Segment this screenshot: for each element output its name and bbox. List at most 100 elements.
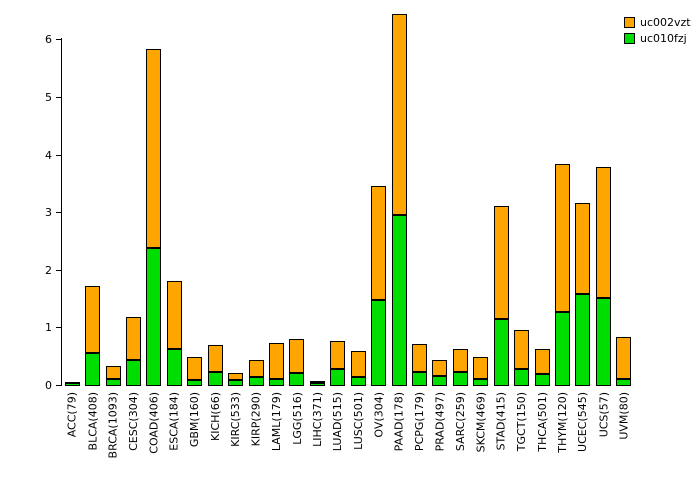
bar-segment-uc002vzt	[473, 357, 489, 380]
y-axis-tick	[56, 154, 61, 156]
bar-segment-uc010fzj	[555, 312, 570, 386]
x-axis-label: COAD(406)	[147, 392, 161, 454]
x-axis-label: UCS(57)	[596, 392, 610, 438]
x-axis-label: LAML(179)	[270, 392, 283, 452]
y-tick-label: 0	[45, 379, 52, 392]
y-axis-tick	[56, 212, 61, 214]
bar-segment-uc002vzt	[207, 344, 223, 372]
y-tick-label: 6	[45, 33, 52, 47]
bar-segment-uc010fzj	[412, 371, 427, 386]
legend-swatch-uc002vzt	[624, 17, 635, 28]
bar-segment-uc010fzj	[534, 374, 550, 386]
legend-swatch-uc010fzj	[624, 33, 635, 44]
bar-segment-uc010fzj	[228, 380, 244, 386]
x-axis-label: SARC(259)	[453, 392, 467, 452]
x-axis-label: CESC(304)	[127, 392, 140, 451]
bar-segment-uc002vzt	[555, 164, 570, 313]
y-axis	[61, 38, 62, 386]
x-axis-label: LGG(516)	[290, 392, 304, 445]
x-axis-label: ACC(79)	[65, 392, 79, 438]
x-axis-label: KIRP(290)	[249, 392, 263, 447]
bar-segment-uc010fzj	[166, 348, 182, 386]
x-axis-label: ESCA(184)	[167, 392, 181, 451]
bar-segment-uc002vzt	[514, 329, 530, 369]
bar-segment-uc002vzt	[146, 49, 162, 248]
y-tick-label: 3	[45, 206, 52, 220]
bar-segment-uc002vzt	[534, 348, 550, 375]
bar-segment-uc002vzt	[616, 337, 632, 380]
x-axis-label: UCEC(545)	[576, 392, 590, 452]
bar-segment-uc002vzt	[126, 316, 141, 361]
x-axis-label: BRCA(1093)	[106, 392, 120, 459]
bar-segment-uc010fzj	[269, 379, 284, 386]
x-axis-label: OV(304)	[372, 392, 386, 438]
x-axis-label: LUSC(501)	[351, 392, 365, 450]
x-axis-label: SKCM(469)	[474, 392, 488, 453]
legend: uc002vzt uc010fzj	[624, 16, 691, 48]
x-axis-label: LUAD(515)	[331, 392, 345, 452]
bar-segment-uc002vzt	[493, 206, 509, 319]
bar-segment-uc010fzj	[473, 379, 489, 386]
bar-segment-uc002vzt	[269, 342, 284, 380]
x-axis-label: UVM(80)	[617, 392, 631, 440]
x-axis-label: PCPG(179)	[413, 392, 426, 452]
bar-segment-uc010fzj	[187, 380, 203, 386]
bar-segment-uc002vzt	[248, 360, 264, 378]
bar-segment-uc010fzj	[248, 377, 264, 386]
legend-item: uc002vzt	[624, 16, 691, 29]
y-tick-label: 5	[45, 91, 52, 104]
bar-segment-uc010fzj	[309, 383, 325, 386]
x-axis-label: LIHC(371)	[310, 392, 324, 447]
bar-segment-uc010fzj	[105, 378, 121, 386]
bar-segment-uc002vzt	[289, 338, 305, 374]
bar-segment-uc010fzj	[575, 293, 591, 386]
bar-segment-uc002vzt	[64, 381, 80, 384]
y-axis-tick	[56, 385, 61, 386]
bar-segment-uc002vzt	[330, 341, 346, 369]
y-tick-label: 2	[45, 263, 52, 277]
bar-segment-uc002vzt	[391, 14, 407, 215]
bar-segment-uc010fzj	[207, 371, 223, 386]
bar-segment-uc002vzt	[595, 167, 611, 299]
bar-segment-uc002vzt	[228, 373, 244, 381]
x-axis-label: BLCA(408)	[86, 392, 100, 451]
y-axis-tick	[56, 97, 61, 98]
x-axis-label: KICH(66)	[208, 392, 222, 441]
bar-segment-uc010fzj	[432, 375, 448, 386]
x-axis-label: PRAD(497)	[433, 392, 447, 452]
bar-segment-uc002vzt	[432, 360, 448, 376]
y-tick-label: 1	[45, 321, 52, 335]
bar-segment-uc002vzt	[187, 357, 203, 381]
x-axis-label: KIRC(533)	[229, 392, 243, 447]
bar-segment-uc002vzt	[105, 365, 121, 379]
x-axis-label: THCA(501)	[535, 392, 549, 452]
bar-segment-uc010fzj	[330, 368, 346, 386]
bar-segment-uc010fzj	[126, 360, 141, 386]
bar-segment-uc010fzj	[146, 247, 162, 386]
bar-segment-uc002vzt	[350, 351, 366, 378]
x-axis-label: GBM(160)	[188, 392, 202, 448]
x-axis-label: THYM(120)	[556, 392, 569, 453]
bar-segment-uc002vzt	[371, 186, 387, 300]
bar-segment-uc010fzj	[350, 377, 366, 386]
legend-label-uc010fzj: uc010fzj	[640, 32, 687, 45]
bar-segment-uc010fzj	[85, 352, 101, 386]
x-axis-label: STAD(415)	[494, 392, 508, 451]
x-axis-label: TGCT(150)	[515, 392, 529, 452]
bar-segment-uc002vzt	[166, 281, 182, 349]
bar-segment-uc010fzj	[595, 298, 611, 386]
bar-segment-uc002vzt	[412, 343, 427, 372]
y-axis-tick	[56, 39, 61, 41]
bar-segment-uc002vzt	[85, 286, 101, 353]
y-tick-label: 4	[45, 148, 52, 162]
y-axis-tick	[56, 327, 61, 329]
bar-segment-uc010fzj	[391, 214, 407, 386]
bar-segment-uc010fzj	[371, 299, 387, 386]
bar-segment-uc010fzj	[616, 379, 632, 386]
x-axis-label: PAAD(178)	[392, 392, 406, 452]
bar-segment-uc010fzj	[452, 371, 468, 386]
bar-segment-uc010fzj	[289, 373, 305, 386]
bar-segment-uc010fzj	[514, 368, 530, 386]
